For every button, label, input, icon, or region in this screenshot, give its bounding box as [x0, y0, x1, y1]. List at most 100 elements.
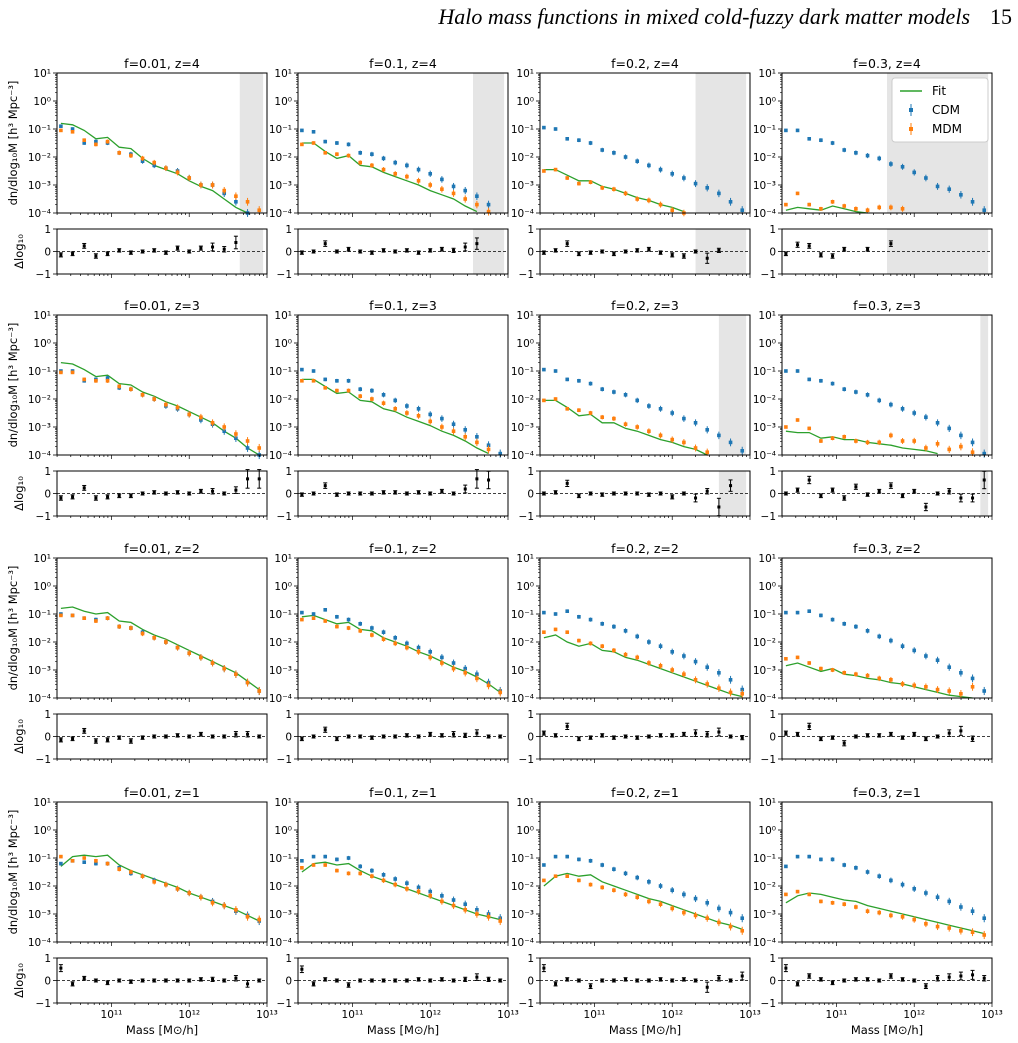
y-tick-label: 10⁻² — [511, 152, 534, 164]
y-tick-label: 10⁻⁴ — [269, 450, 292, 462]
residual-point — [222, 979, 226, 982]
residual-tick-label: 1 — [527, 709, 534, 721]
mdm-point — [370, 874, 374, 878]
cdm-point — [830, 617, 835, 622]
residual-point — [635, 979, 639, 982]
residual-point — [842, 979, 846, 982]
residual-point — [246, 982, 250, 986]
mdm-point — [428, 183, 433, 187]
cdm-point — [612, 151, 616, 155]
cdm-point — [370, 152, 374, 156]
cdm-point — [970, 200, 975, 204]
cdm-point — [900, 882, 905, 887]
mdm-point — [819, 666, 823, 671]
y-tick-label: 10⁻³ — [28, 909, 51, 921]
mdm-point — [164, 640, 168, 644]
mdm-point — [612, 648, 616, 653]
residual-point — [498, 735, 502, 738]
residual-point — [82, 244, 86, 248]
cdm-point — [475, 435, 479, 439]
mask-region-top — [695, 73, 747, 213]
residual-point — [612, 252, 616, 256]
cdm-point — [682, 416, 686, 421]
cdm-point — [311, 369, 316, 373]
mdm-point — [565, 176, 570, 180]
mdm-point — [311, 379, 316, 383]
mdm-point — [222, 666, 227, 671]
residual-point — [831, 981, 835, 985]
cdm-point — [94, 861, 98, 866]
cdm-point — [440, 894, 444, 898]
cdm-point — [451, 184, 456, 189]
cdm-point — [405, 881, 409, 885]
mdm-point — [784, 892, 788, 897]
mdm-point — [935, 442, 940, 446]
y-tick-label: 10⁻⁴ — [753, 450, 776, 462]
y-tick-label: 10⁰ — [33, 338, 51, 350]
mdm-point — [717, 920, 721, 925]
residual-point — [164, 735, 168, 738]
residual-point — [717, 976, 721, 980]
residual-point — [141, 250, 145, 253]
mdm-point — [346, 388, 351, 393]
mdm-point — [105, 616, 110, 620]
residual-tick-label: 1 — [285, 709, 292, 721]
residual-point — [487, 735, 491, 738]
mdm-point — [577, 408, 581, 412]
residual-point — [612, 492, 616, 495]
cdm-point — [393, 877, 398, 881]
cdm-point — [935, 184, 940, 189]
cdm-point — [416, 885, 421, 890]
residual-point — [912, 732, 916, 736]
residual-point — [234, 976, 238, 980]
mdm-point — [164, 882, 168, 887]
x-axis-label: Mass [M⊙/h] — [367, 1023, 439, 1037]
mdm-point — [807, 426, 812, 431]
residual-point — [565, 724, 569, 728]
cdm-point — [222, 429, 227, 433]
cdm-point — [658, 644, 663, 648]
cdm-point — [982, 451, 987, 456]
x-tick-label: 10¹² — [903, 1009, 925, 1021]
cdm-point — [819, 379, 823, 383]
residual-point — [624, 735, 628, 738]
residual-point — [589, 736, 593, 740]
mdm-point — [819, 439, 823, 443]
residual-point — [257, 477, 261, 481]
mdm-point — [865, 909, 870, 913]
mdm-point — [842, 902, 847, 906]
residual-tick-label: 1 — [44, 224, 51, 236]
cdm-point — [935, 658, 940, 662]
residual-point — [542, 492, 546, 495]
mdm-point — [475, 440, 479, 445]
y-tick-label: 10⁰ — [274, 338, 292, 350]
panel-title: f=0.2, z=1 — [611, 785, 679, 800]
cdm-point — [854, 390, 858, 394]
cdm-point — [717, 906, 721, 911]
cdm-point — [600, 622, 605, 626]
mdm-point — [600, 644, 605, 648]
residual-point — [199, 489, 203, 493]
y-tick-label: 10¹ — [758, 310, 776, 322]
residual-tick-label: −1 — [519, 511, 534, 523]
y-tick-label: 10¹ — [33, 553, 51, 565]
mdm-point — [405, 645, 409, 650]
mdm-point — [647, 661, 651, 665]
cdm-point — [335, 141, 339, 145]
cdm-point — [830, 381, 835, 386]
residual-point — [152, 735, 156, 738]
residual-point — [370, 251, 374, 255]
residual-tick-label: 0 — [44, 247, 51, 259]
y-tick-label: 10¹ — [33, 797, 51, 809]
mask-region-top — [718, 315, 747, 455]
y-tick-label: 10⁻¹ — [269, 609, 292, 621]
mdm-point — [311, 141, 316, 145]
residual-point — [866, 733, 870, 737]
cdm-point — [440, 416, 444, 421]
cdm-point — [693, 421, 698, 425]
residual-point — [370, 736, 374, 740]
x-tick-label: 10¹¹ — [826, 1009, 848, 1021]
residual-point — [577, 252, 581, 256]
cdm-point — [577, 138, 581, 142]
residual-point — [440, 977, 444, 981]
